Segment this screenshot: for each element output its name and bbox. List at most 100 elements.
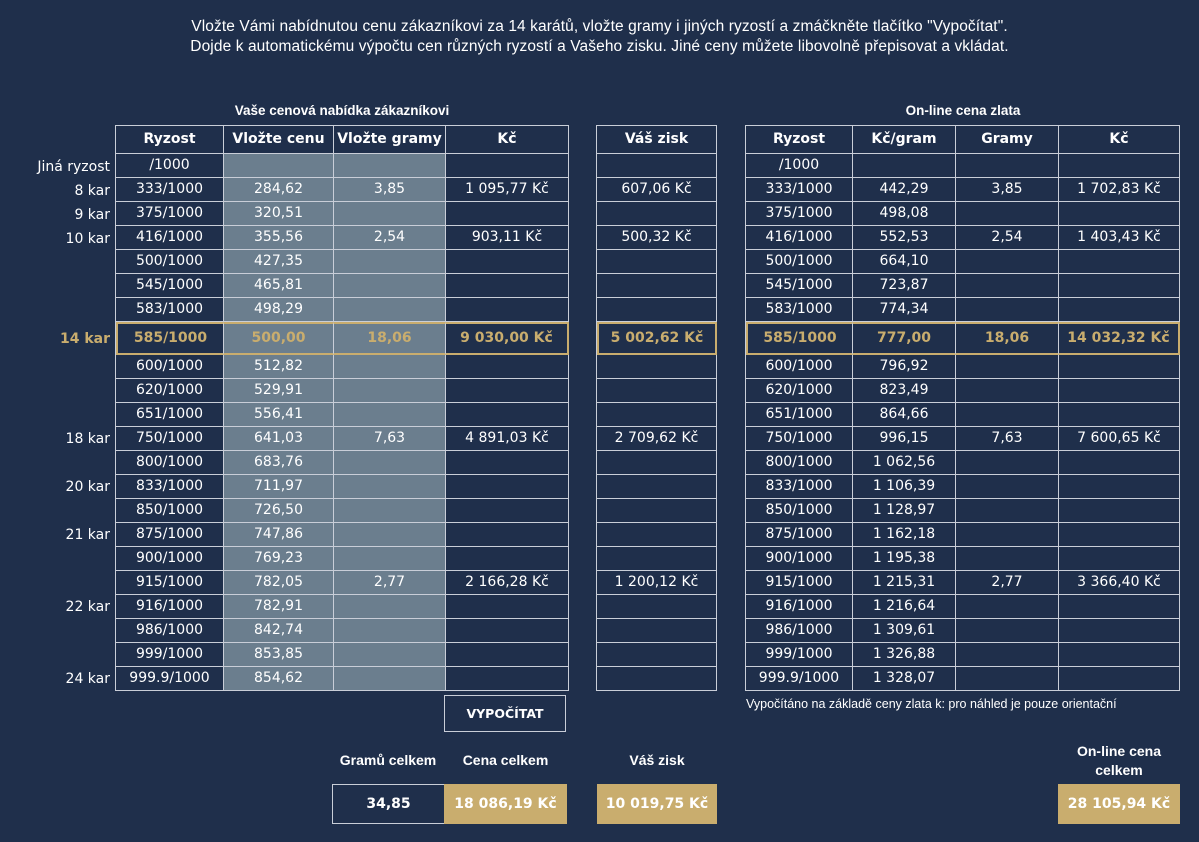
grams-input[interactable] (334, 547, 446, 571)
online-price-cell: 796,92 (853, 355, 956, 379)
grams-input[interactable] (334, 202, 446, 226)
online-grams-cell (956, 499, 1059, 523)
price-input[interactable]: 500,00 (224, 322, 334, 355)
online-grams-cell (956, 643, 1059, 667)
offer-kc-cell (446, 202, 569, 226)
row-karat-label (0, 379, 110, 403)
price-input[interactable]: 711,97 (224, 475, 334, 499)
price-input[interactable]: 782,05 (224, 571, 334, 595)
online-fineness-cell: 333/1000 (746, 178, 853, 202)
price-input[interactable]: 355,56 (224, 226, 334, 250)
row-karat-label (0, 571, 110, 595)
row-karat-label: 10 kar (65, 231, 110, 247)
price-input[interactable] (224, 154, 334, 178)
price-input[interactable]: 726,50 (224, 499, 334, 523)
online-price-cell (853, 154, 956, 178)
grams-input[interactable] (334, 643, 446, 667)
grams-input[interactable] (334, 595, 446, 619)
grams-input[interactable] (334, 298, 446, 322)
total-profit-label: Váš zisk (629, 752, 685, 768)
fineness-cell: 875/1000 (116, 523, 224, 547)
online-grams-cell (956, 667, 1059, 691)
offer-kc-cell (446, 547, 569, 571)
online-grams-cell (956, 451, 1059, 475)
grams-input[interactable] (334, 154, 446, 178)
online-grams-cell (956, 202, 1059, 226)
total-grams-label: Gramů celkem (339, 752, 437, 768)
grams-input[interactable] (334, 619, 446, 643)
grams-input[interactable]: 3,85 (334, 178, 446, 202)
online-fineness-cell: 875/1000 (746, 523, 853, 547)
offer-header-cell: Kč (446, 126, 569, 154)
row-karat-label: 20 kar (65, 479, 110, 495)
profit-cell: 607,06 Kč (597, 178, 717, 202)
online-header-cell: Kč (1059, 126, 1180, 154)
fineness-cell: 900/1000 (116, 547, 224, 571)
online-fineness-cell: 545/1000 (746, 274, 853, 298)
fineness-cell: 416/1000 (116, 226, 224, 250)
price-input[interactable]: 854,62 (224, 667, 334, 691)
price-input[interactable]: 465,81 (224, 274, 334, 298)
price-input[interactable]: 769,23 (224, 547, 334, 571)
row-karat-label (0, 547, 110, 571)
grams-input[interactable]: 2,54 (334, 226, 446, 250)
grams-input[interactable] (334, 499, 446, 523)
grams-input[interactable] (334, 379, 446, 403)
online-kc-cell (1059, 355, 1180, 379)
row-karat-label: 21 kar (65, 527, 110, 543)
price-input[interactable]: 512,82 (224, 355, 334, 379)
grams-input[interactable]: 18,06 (334, 322, 446, 355)
profit-cell: 5 002,62 Kč (597, 322, 717, 355)
offer-kc-cell (446, 355, 569, 379)
total-price-label: Cena celkem (462, 752, 549, 768)
online-price-cell: 823,49 (853, 379, 956, 403)
online-grams-cell (956, 250, 1059, 274)
online-kc-cell (1059, 250, 1180, 274)
online-total-value: 28 105,94 Kč (1058, 784, 1180, 824)
row-karat-label: 18 kar (65, 431, 110, 447)
price-input[interactable]: 556,41 (224, 403, 334, 427)
grams-input[interactable] (334, 250, 446, 274)
price-input[interactable]: 853,85 (224, 643, 334, 667)
price-input[interactable]: 320,51 (224, 202, 334, 226)
grams-input[interactable]: 2,77 (334, 571, 446, 595)
price-input[interactable]: 683,76 (224, 451, 334, 475)
offer-kc-cell (446, 523, 569, 547)
grams-input[interactable] (334, 403, 446, 427)
price-input[interactable]: 641,03 (224, 427, 334, 451)
online-kc-cell (1059, 475, 1180, 499)
online-price-cell: 1 326,88 (853, 643, 956, 667)
online-fineness-cell: 916/1000 (746, 595, 853, 619)
price-input[interactable]: 842,74 (224, 619, 334, 643)
profit-cell: 2 709,62 Kč (597, 427, 717, 451)
calculate-button[interactable]: VYPOČÍTAT (444, 695, 566, 732)
profit-cell (597, 250, 717, 274)
online-fineness-cell: 999/1000 (746, 643, 853, 667)
price-input[interactable]: 498,29 (224, 298, 334, 322)
price-input[interactable]: 747,86 (224, 523, 334, 547)
grams-input[interactable]: 7,63 (334, 427, 446, 451)
grams-input[interactable] (334, 475, 446, 499)
instructions: Vložte Vámi nabídnutou cenu zákazníkovi … (0, 17, 1199, 57)
row-karat-label: Jiná ryzost (37, 159, 110, 175)
grams-input[interactable] (334, 451, 446, 475)
grams-input[interactable] (334, 274, 446, 298)
grams-input[interactable] (334, 523, 446, 547)
grams-input[interactable] (334, 355, 446, 379)
offer-kc-cell: 903,11 Kč (446, 226, 569, 250)
grams-input[interactable] (334, 667, 446, 691)
fineness-cell: 620/1000 (116, 379, 224, 403)
profit-cell (597, 475, 717, 499)
price-input[interactable]: 529,91 (224, 379, 334, 403)
price-input[interactable]: 782,91 (224, 595, 334, 619)
online-kc-cell (1059, 643, 1180, 667)
price-input[interactable]: 427,35 (224, 250, 334, 274)
offer-kc-cell (446, 643, 569, 667)
online-grams-cell: 7,63 (956, 427, 1059, 451)
fineness-cell: 916/1000 (116, 595, 224, 619)
online-fineness-cell: 500/1000 (746, 250, 853, 274)
online-price-cell: 1 195,38 (853, 547, 956, 571)
online-price-cell: 442,29 (853, 178, 956, 202)
price-input[interactable]: 284,62 (224, 178, 334, 202)
price-note: Vypočítáno na základě ceny zlata k: pro … (746, 697, 1117, 711)
